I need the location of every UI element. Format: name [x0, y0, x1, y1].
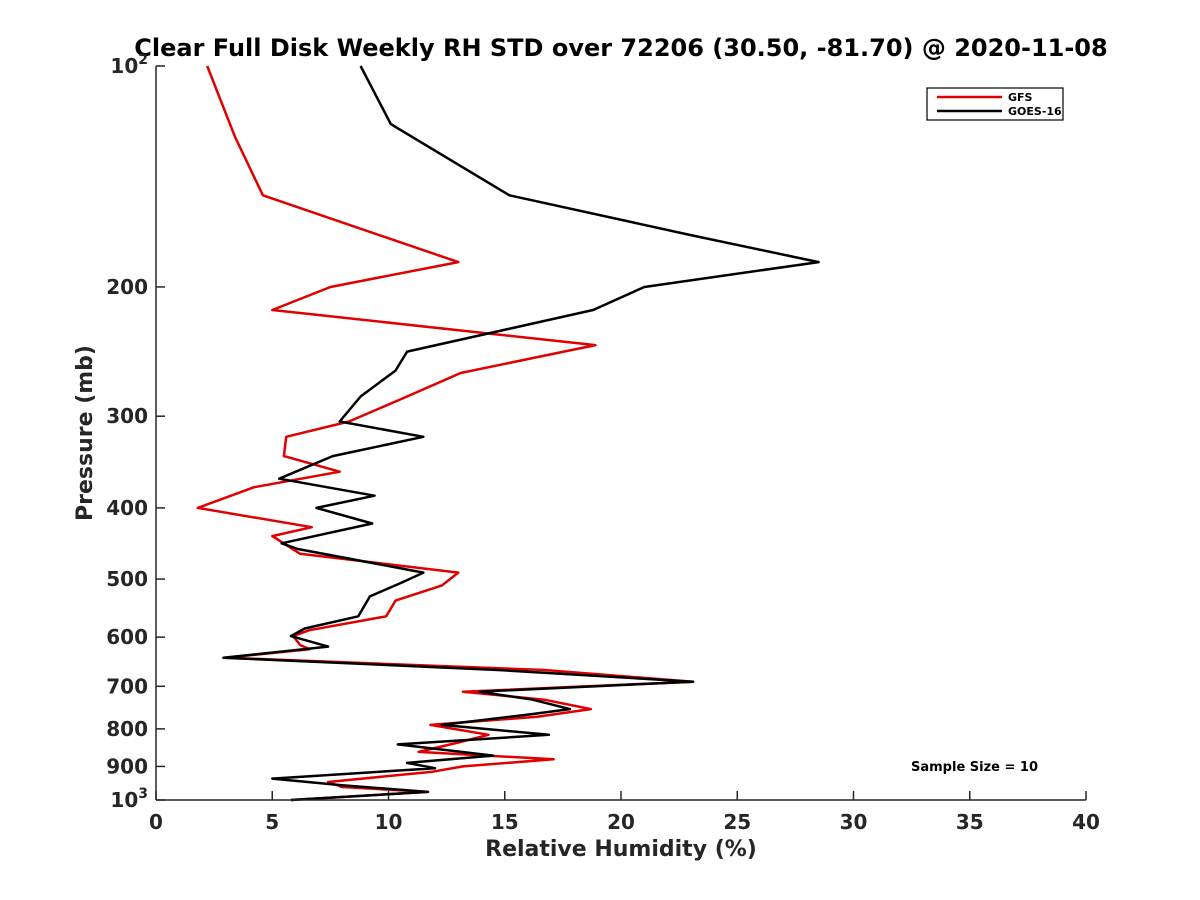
y-tick-label: 900	[106, 754, 148, 778]
x-tick-label: 25	[723, 810, 751, 834]
y-tick-label: 300	[106, 404, 148, 428]
series-line-goes16	[222, 65, 820, 802]
x-tick-label: 0	[149, 810, 163, 834]
x-axis-label: Relative Humidity (%)	[485, 837, 757, 862]
x-tick-label: 40	[1072, 810, 1100, 834]
y-tick-label: 800	[106, 717, 148, 741]
y-tick-label: 600	[106, 625, 148, 649]
chart-title: Clear Full Disk Weekly RH STD over 72206…	[134, 34, 1107, 62]
x-tick-label: 10	[375, 810, 403, 834]
x-tick-label: 20	[607, 810, 635, 834]
legend-box	[926, 87, 1064, 121]
x-tick-label: 30	[840, 810, 868, 834]
y-tick-label: 200	[106, 275, 148, 299]
y-axis-label: Pressure (mb)	[73, 345, 98, 521]
sample-size-annotation: Sample Size = 10	[911, 760, 1038, 775]
y-tick-label: 103	[110, 786, 148, 812]
y-tick-label: 700	[106, 674, 148, 698]
legend: GFS GOES-16	[926, 87, 1064, 121]
y-tick-label: 500	[106, 567, 148, 591]
legend-gfs-label: GFS	[1008, 91, 1033, 104]
legend-goes16-label: GOES-16	[1008, 105, 1062, 118]
axes-frame	[155, 66, 1086, 801]
x-tick-label: 15	[491, 810, 519, 834]
y-tick-label: 400	[106, 496, 148, 520]
axis-ticks: 0 5 10 15 20 25 30 35 40 102 200 300 400 500 600 700 800…	[106, 52, 1100, 834]
y-tick-label: 102	[110, 52, 148, 78]
x-tick-label: 5	[265, 810, 279, 834]
plot-lines	[196, 65, 820, 802]
x-tick-label: 35	[956, 810, 984, 834]
